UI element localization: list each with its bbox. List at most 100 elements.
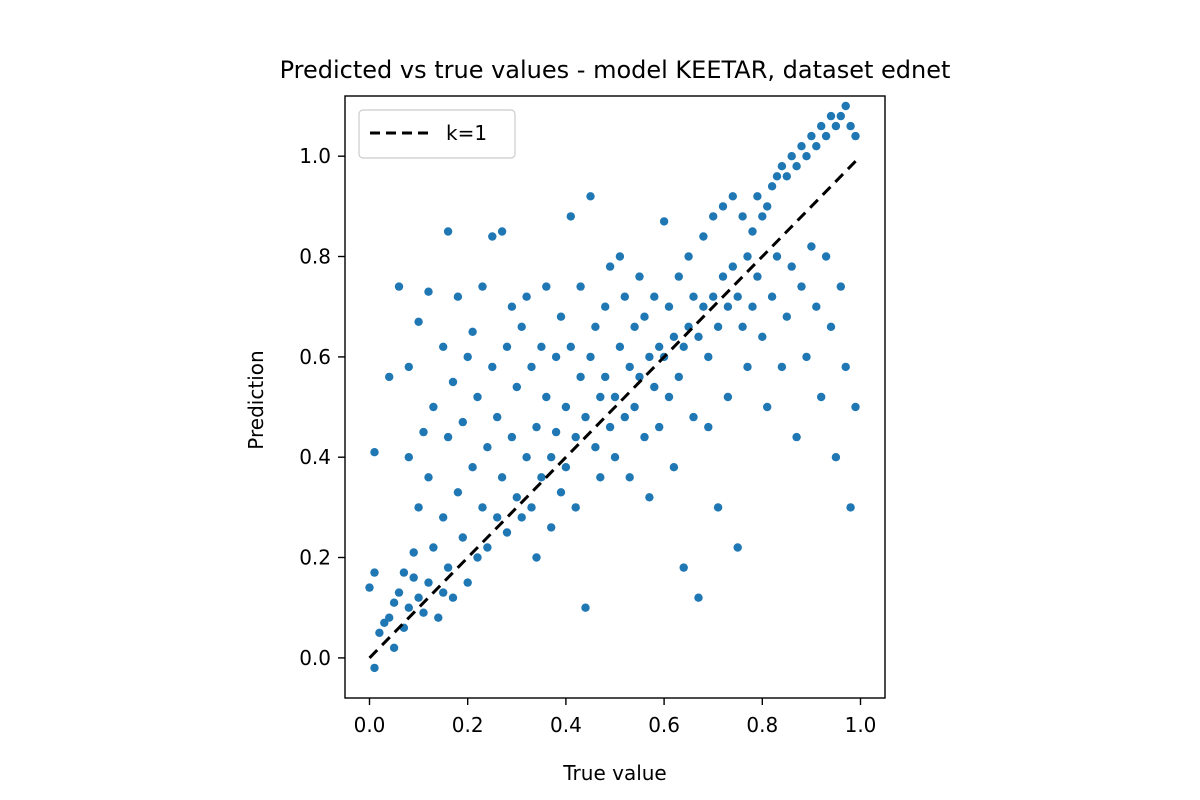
x-tick-label: 1.0 xyxy=(845,713,877,737)
data-point xyxy=(571,503,580,512)
data-point xyxy=(522,453,531,462)
data-point xyxy=(483,543,492,552)
data-point xyxy=(802,152,811,161)
data-point xyxy=(782,172,791,181)
data-point xyxy=(851,131,860,141)
data-point xyxy=(581,412,590,422)
data-point xyxy=(532,553,541,562)
data-point xyxy=(713,503,723,512)
data-point xyxy=(409,548,418,557)
data-point xyxy=(439,342,448,351)
data-point xyxy=(586,192,595,201)
legend-box xyxy=(358,109,516,159)
data-point xyxy=(723,392,733,402)
data-point xyxy=(512,382,521,392)
data-point xyxy=(772,252,782,261)
data-point xyxy=(679,342,688,351)
data-point xyxy=(684,252,693,261)
data-point xyxy=(841,101,850,111)
data-point xyxy=(439,588,448,597)
data-point xyxy=(527,503,536,512)
y-tick-label: 0.8 xyxy=(299,245,331,269)
data-point xyxy=(576,372,585,382)
data-point xyxy=(473,553,482,562)
data-point xyxy=(709,212,718,221)
data-point xyxy=(542,282,551,291)
data-point xyxy=(669,332,679,341)
data-point xyxy=(694,332,703,341)
x-tick-label: 0.0 xyxy=(354,713,386,737)
data-point xyxy=(601,302,610,311)
data-point xyxy=(394,282,404,291)
y-tick-label: 1.0 xyxy=(299,144,331,168)
data-point xyxy=(463,578,472,587)
data-point xyxy=(659,217,669,226)
data-point xyxy=(547,453,556,462)
data-point xyxy=(547,523,556,532)
legend-label: k=1 xyxy=(446,121,487,145)
x-tick-label: 0.4 xyxy=(550,713,582,737)
data-point xyxy=(748,227,757,236)
data-point xyxy=(424,287,433,296)
data-point xyxy=(812,302,821,311)
data-point xyxy=(851,402,860,412)
data-point xyxy=(758,332,767,341)
data-point xyxy=(620,412,629,422)
data-point xyxy=(468,327,477,336)
data-point xyxy=(645,352,654,362)
data-point xyxy=(610,453,620,462)
data-point xyxy=(743,252,752,261)
data-point xyxy=(630,322,639,331)
data-point xyxy=(635,372,644,382)
data-point xyxy=(674,272,683,281)
reference-line-k1 xyxy=(368,155,862,659)
y-ticks: 0.0 0.2 0.4 0.6 0.8 1.0 xyxy=(299,144,345,670)
data-point xyxy=(738,322,747,331)
data-point xyxy=(497,473,507,482)
y-axis-label: Prediction xyxy=(244,350,268,449)
data-point xyxy=(753,192,762,201)
data-point xyxy=(429,402,438,412)
data-point xyxy=(836,282,845,291)
data-point xyxy=(763,202,772,211)
data-point xyxy=(767,292,777,301)
data-point xyxy=(468,463,477,472)
data-point xyxy=(463,352,472,362)
data-point xyxy=(669,463,679,472)
data-point xyxy=(458,417,467,427)
data-point xyxy=(689,292,698,301)
data-point xyxy=(655,422,664,432)
data-point xyxy=(566,342,575,351)
x-tick-label: 0.6 xyxy=(648,713,680,737)
data-point xyxy=(733,292,742,301)
data-point xyxy=(419,427,428,437)
data-point xyxy=(493,412,502,422)
data-point xyxy=(615,252,625,261)
data-point xyxy=(439,513,448,522)
legend: k=1 xyxy=(358,109,516,159)
data-point xyxy=(488,232,497,241)
chart-title: Predicted vs true values - model KEETAR,… xyxy=(280,56,951,84)
data-point xyxy=(826,322,836,331)
data-point xyxy=(763,402,772,412)
data-point xyxy=(807,242,816,251)
data-point xyxy=(733,543,742,552)
data-point xyxy=(478,282,487,291)
data-point xyxy=(370,663,379,673)
data-point xyxy=(797,142,806,151)
y-tick-label: 0.4 xyxy=(299,445,331,469)
data-point xyxy=(709,292,718,301)
points-layer xyxy=(365,101,860,673)
data-point xyxy=(453,488,463,497)
data-point xyxy=(841,362,850,372)
data-point xyxy=(493,513,502,522)
data-point xyxy=(723,302,733,311)
data-point xyxy=(767,182,777,191)
data-point xyxy=(812,142,821,151)
data-point xyxy=(787,262,796,271)
data-point xyxy=(507,432,517,442)
data-point xyxy=(556,312,566,321)
data-point xyxy=(517,322,526,331)
data-point xyxy=(483,443,492,452)
